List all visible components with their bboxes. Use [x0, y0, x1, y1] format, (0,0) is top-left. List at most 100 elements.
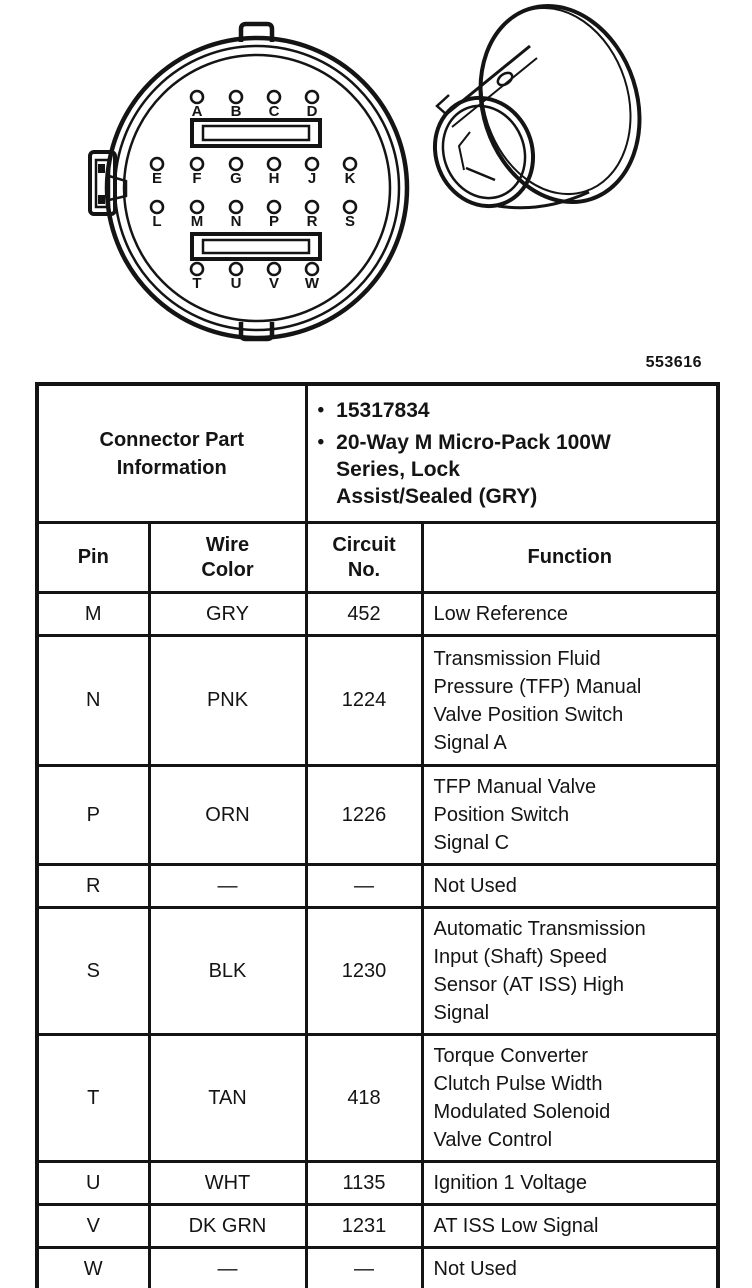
pin-circle [189, 89, 205, 105]
wire-color-cell: WHT [147, 1160, 308, 1206]
table-row-pin-v: V DK GRN 1231 AT ISS Low Signal [35, 1203, 720, 1249]
pin-label: J [308, 170, 316, 187]
column-header-circuit-no: Circuit No. [304, 521, 424, 594]
pin-circle [266, 156, 282, 172]
function-cell: Automatic Transmission Input (Shaft) Spe… [420, 906, 720, 1036]
pin-cell: T [35, 1033, 151, 1163]
connector-pinout-table: Connector Part Information • 15317834 • … [35, 382, 720, 1288]
left-lock-tab [88, 150, 128, 216]
pin-circle [342, 156, 358, 172]
wire-color-cell: TAN [147, 1033, 308, 1163]
function-cell: Torque Converter Clutch Pulse Width Modu… [420, 1033, 720, 1163]
wire-color-cell: DK GRN [147, 1203, 308, 1249]
pin-label: P [269, 213, 279, 230]
pin-circle [266, 261, 282, 277]
table-row-pin-m: M GRY 452 Low Reference [35, 591, 720, 637]
column-header-wire-color: Wire Color [147, 521, 308, 594]
table-row-pin-p: P ORN 1226 TFP Manual Valve Position Swi… [35, 764, 720, 866]
table-row-pin-u: U WHT 1135 Ignition 1 Voltage [35, 1160, 720, 1206]
circuit-no-cell: 1230 [304, 906, 424, 1036]
pin-circle [228, 89, 244, 105]
function-cell: AT ISS Low Signal [420, 1203, 720, 1249]
pin-label: E [152, 170, 162, 187]
pin-circle [189, 261, 205, 277]
bottom-tab [238, 322, 275, 342]
table-row-pin-w: W — — Not Used [35, 1246, 720, 1288]
part-number-item: • 15317834 [318, 397, 713, 424]
column-header-row: Pin Wire Color Circuit No. Function [35, 521, 720, 594]
connector-inner-ring [122, 53, 392, 323]
connector-face-view: A B C D E F G H J K L M N P R S T U V W [88, 21, 410, 342]
pin-circle [189, 199, 205, 215]
pin-cell: V [35, 1203, 151, 1249]
pin-circle [149, 199, 165, 215]
bullet-icon: • [317, 432, 325, 453]
pin-markers [149, 89, 358, 277]
pin-cell: R [35, 863, 151, 909]
circuit-no-cell: 1224 [304, 634, 424, 767]
part-number: 15317834 [336, 399, 430, 422]
connector-diagrams: A B C D E F G H J K L M N P R S T U V W [88, 3, 642, 342]
wire-color-cell: — [147, 1246, 308, 1288]
pin-label: K [345, 170, 356, 187]
pin-label: C [269, 103, 280, 120]
pin-circle [304, 199, 320, 215]
circuit-no-cell: 1226 [304, 764, 424, 866]
part-info-values: • 15317834 • 20-Way M Micro-Pack 100W Se… [304, 382, 720, 524]
pin-circle [149, 156, 165, 172]
function-cell: Ignition 1 Voltage [420, 1160, 720, 1206]
wire-color-cell: ORN [147, 764, 308, 866]
connector-outer-ring [104, 35, 410, 341]
top-tab [238, 21, 275, 42]
pin-circle [304, 156, 320, 172]
part-series: 20-Way M Micro-Pack 100W Series, Lock As… [336, 431, 611, 508]
pin-label: M [191, 213, 204, 230]
wire-color-cell: GRY [147, 591, 308, 637]
wire-color-cell: — [147, 863, 308, 909]
pin-circle [228, 261, 244, 277]
pin-label: T [192, 275, 201, 292]
pin-label: L [152, 213, 161, 230]
part-info-label: Connector Part Information [35, 382, 308, 524]
table-row-pin-t: T TAN 418 Torque Converter Clutch Pulse … [35, 1033, 720, 1163]
function-cell: Transmission Fluid Pressure (TFP) Manual… [420, 634, 720, 767]
bullet-icon: • [317, 400, 325, 421]
pin-circle [228, 199, 244, 215]
pin-circle [228, 156, 244, 172]
table-row-pin-s: S BLK 1230 Automatic Transmission Input … [35, 906, 720, 1036]
pin-label: A [192, 103, 203, 120]
keyway-slot-lower [190, 232, 322, 261]
wire-color-cell: BLK [147, 906, 308, 1036]
pin-label: S [345, 213, 355, 230]
pin-circle [266, 199, 282, 215]
pin-label: F [192, 170, 201, 187]
circuit-no-cell: — [304, 863, 424, 909]
function-cell: TFP Manual Valve Position Switch Signal … [420, 764, 720, 866]
pin-label: H [269, 170, 280, 187]
table-row-pin-n: N PNK 1224 Transmission Fluid Pressure (… [35, 634, 720, 767]
pin-cell: W [35, 1246, 151, 1288]
connector-side-view [432, 3, 642, 210]
pin-cell: U [35, 1160, 151, 1206]
part-info-row: Connector Part Information • 15317834 • … [35, 382, 720, 524]
pin-circle [342, 199, 358, 215]
pin-circle [304, 261, 320, 277]
pin-label: D [307, 103, 318, 120]
pin-label: U [231, 275, 242, 292]
pin-circle [189, 156, 205, 172]
function-cell: Low Reference [420, 591, 720, 637]
connector-mid-ring [113, 44, 401, 332]
pin-label: V [269, 275, 279, 292]
keyway-slot-upper [190, 118, 322, 148]
circuit-no-cell: 1135 [304, 1160, 424, 1206]
pin-label: G [230, 170, 242, 187]
pin-label: N [231, 213, 242, 230]
pin-label: B [231, 103, 242, 120]
pin-circle [266, 89, 282, 105]
pin-labels: A B C D E F G H J K L M N P R S T U V W [152, 103, 356, 292]
part-series-item: • 20-Way M Micro-Pack 100W Series, Lock … [318, 429, 713, 510]
pin-circle [304, 89, 320, 105]
function-cell: Not Used [420, 1246, 720, 1288]
circuit-no-cell: — [304, 1246, 424, 1288]
